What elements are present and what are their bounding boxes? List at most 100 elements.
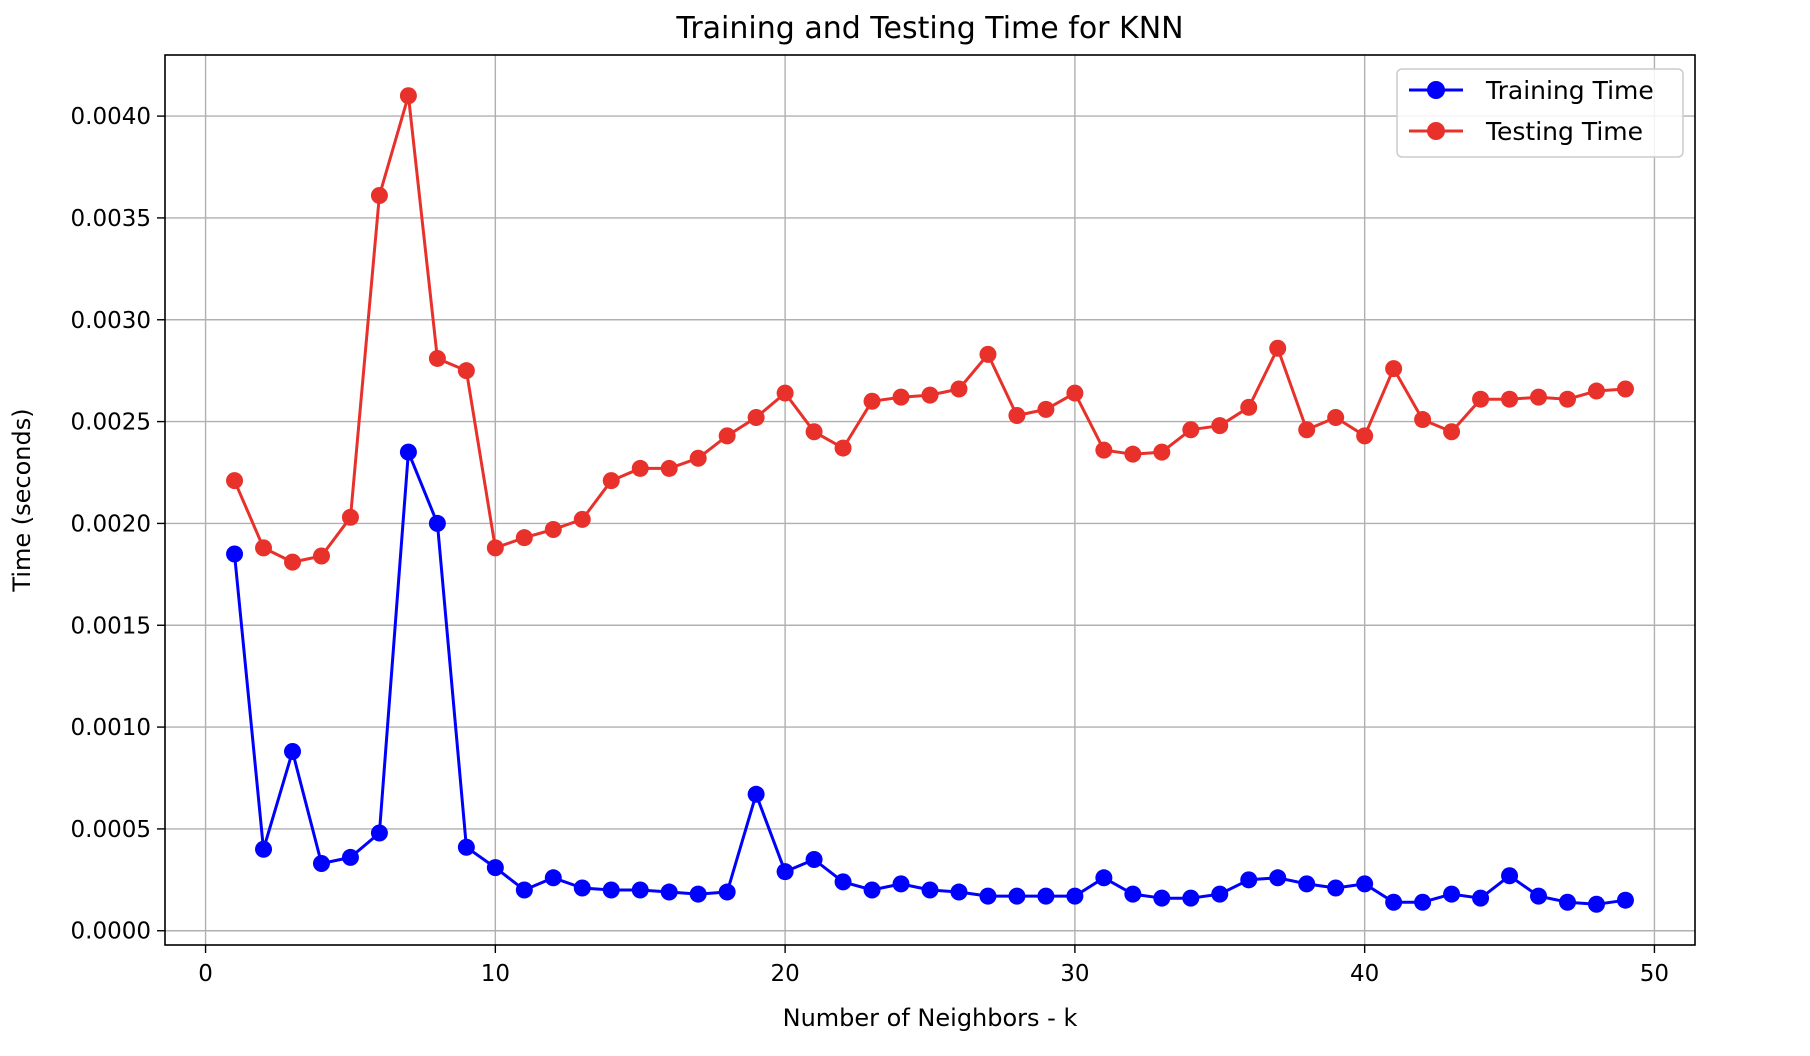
data-point-training-time — [1182, 889, 1200, 907]
data-point-testing-time — [1153, 443, 1171, 461]
data-point-training-time — [312, 855, 330, 873]
data-point-testing-time — [312, 547, 330, 565]
data-point-training-time — [226, 545, 244, 563]
data-point-training-time — [1327, 879, 1345, 897]
legend-label-training: Training Time — [1485, 76, 1654, 105]
data-point-testing-time — [1356, 427, 1374, 445]
data-point-testing-time — [776, 384, 794, 402]
legend: Training Time Testing Time — [1396, 68, 1684, 158]
data-point-testing-time — [1211, 417, 1229, 435]
data-point-testing-time — [1530, 388, 1548, 406]
data-point-training-time — [1587, 895, 1605, 913]
y-axis-label: Time (seconds) — [8, 408, 36, 592]
data-point-training-time — [950, 883, 968, 901]
data-point-testing-time — [892, 388, 910, 406]
x-tick-label: 20 — [770, 961, 799, 987]
data-point-testing-time — [1037, 400, 1055, 418]
data-point-training-time — [1153, 889, 1171, 907]
data-point-testing-time — [950, 380, 968, 398]
y-tick-label: 0.0020 — [71, 511, 151, 537]
data-point-training-time — [892, 875, 910, 893]
data-point-training-time — [1616, 891, 1634, 909]
y-tick-label: 0.0025 — [71, 410, 151, 436]
series-layer — [226, 87, 1634, 913]
data-point-testing-time — [226, 472, 244, 490]
data-point-training-time — [255, 840, 273, 858]
data-point-training-time — [631, 881, 649, 899]
data-point-training-time — [1124, 885, 1142, 903]
data-point-testing-time — [1095, 441, 1113, 459]
data-point-testing-time — [718, 427, 736, 445]
data-point-training-time — [284, 743, 301, 761]
data-point-testing-time — [1414, 411, 1432, 429]
data-point-training-time — [341, 848, 359, 866]
data-point-training-time — [1472, 889, 1490, 907]
data-point-testing-time — [341, 508, 359, 526]
series-training-time — [226, 443, 1634, 913]
y-tick-label: 0.0035 — [71, 206, 151, 232]
series-line-testing-time — [233, 94, 1626, 564]
legend-label-testing: Testing Time — [1485, 117, 1643, 146]
y-tick-label: 0.0010 — [71, 715, 151, 741]
data-point-testing-time — [689, 449, 707, 467]
data-point-testing-time — [834, 439, 852, 457]
data-point-testing-time — [284, 553, 301, 571]
data-point-training-time — [718, 883, 736, 901]
data-point-testing-time — [660, 459, 678, 477]
data-point-training-time — [1559, 893, 1576, 911]
grid-lines — [165, 55, 1695, 945]
data-point-testing-time — [486, 539, 504, 557]
data-point-testing-time — [515, 529, 533, 547]
plot-area-frame — [164, 54, 1696, 946]
y-tick-label: 0.0000 — [71, 919, 151, 945]
data-point-training-time — [834, 873, 852, 891]
x-tick-label: 0 — [198, 961, 213, 987]
data-point-testing-time — [1385, 360, 1403, 378]
x-tick-label: 30 — [1060, 961, 1089, 987]
data-point-training-time — [776, 863, 794, 881]
chart-title: Training and Testing Time for KNN — [675, 11, 1183, 46]
data-point-testing-time — [1124, 445, 1142, 463]
data-point-training-time — [1443, 885, 1461, 903]
data-point-testing-time — [428, 349, 446, 367]
data-point-testing-time — [805, 423, 823, 441]
data-point-testing-time — [921, 386, 939, 404]
data-point-training-time — [747, 785, 765, 803]
data-point-training-time — [515, 881, 533, 899]
data-point-testing-time — [1616, 380, 1634, 398]
data-point-training-time — [660, 883, 678, 901]
data-point-training-time — [370, 824, 388, 842]
data-point-testing-time — [1269, 339, 1287, 357]
data-point-testing-time — [1240, 398, 1258, 416]
data-point-testing-time — [602, 472, 620, 490]
legend-marker-testing — [1427, 122, 1445, 140]
data-point-training-time — [573, 879, 591, 897]
x-tick-label: 50 — [1640, 961, 1669, 987]
data-point-training-time — [1530, 887, 1548, 905]
data-point-training-time — [1066, 887, 1084, 905]
y-tick-label: 0.0015 — [71, 613, 151, 639]
data-point-training-time — [399, 443, 417, 461]
x-tick-label: 40 — [1350, 961, 1379, 987]
data-point-training-time — [1211, 885, 1229, 903]
data-point-training-time — [1356, 875, 1374, 893]
legend-marker-training — [1427, 81, 1445, 99]
legend-frame — [1396, 68, 1684, 158]
data-point-testing-time — [863, 392, 881, 410]
y-tick-label: 0.0030 — [71, 308, 151, 334]
data-point-testing-time — [1182, 421, 1200, 439]
data-point-testing-time — [1008, 406, 1026, 424]
data-point-training-time — [1269, 869, 1287, 887]
data-point-testing-time — [399, 87, 417, 105]
data-point-training-time — [1008, 887, 1026, 905]
data-point-training-time — [1298, 875, 1316, 893]
data-point-training-time — [1501, 867, 1519, 885]
axis-ticks: 0 10 20 30 40 50 0.0000 0.0005 0.0010 0.0015 0.002… — [71, 104, 1670, 987]
data-point-training-time — [457, 838, 475, 856]
data-point-testing-time — [544, 521, 562, 539]
x-axis-label: Number of Neighbors - k — [783, 1004, 1078, 1032]
data-point-training-time — [428, 514, 446, 532]
data-point-training-time — [1095, 869, 1113, 887]
data-point-testing-time — [1559, 390, 1576, 408]
